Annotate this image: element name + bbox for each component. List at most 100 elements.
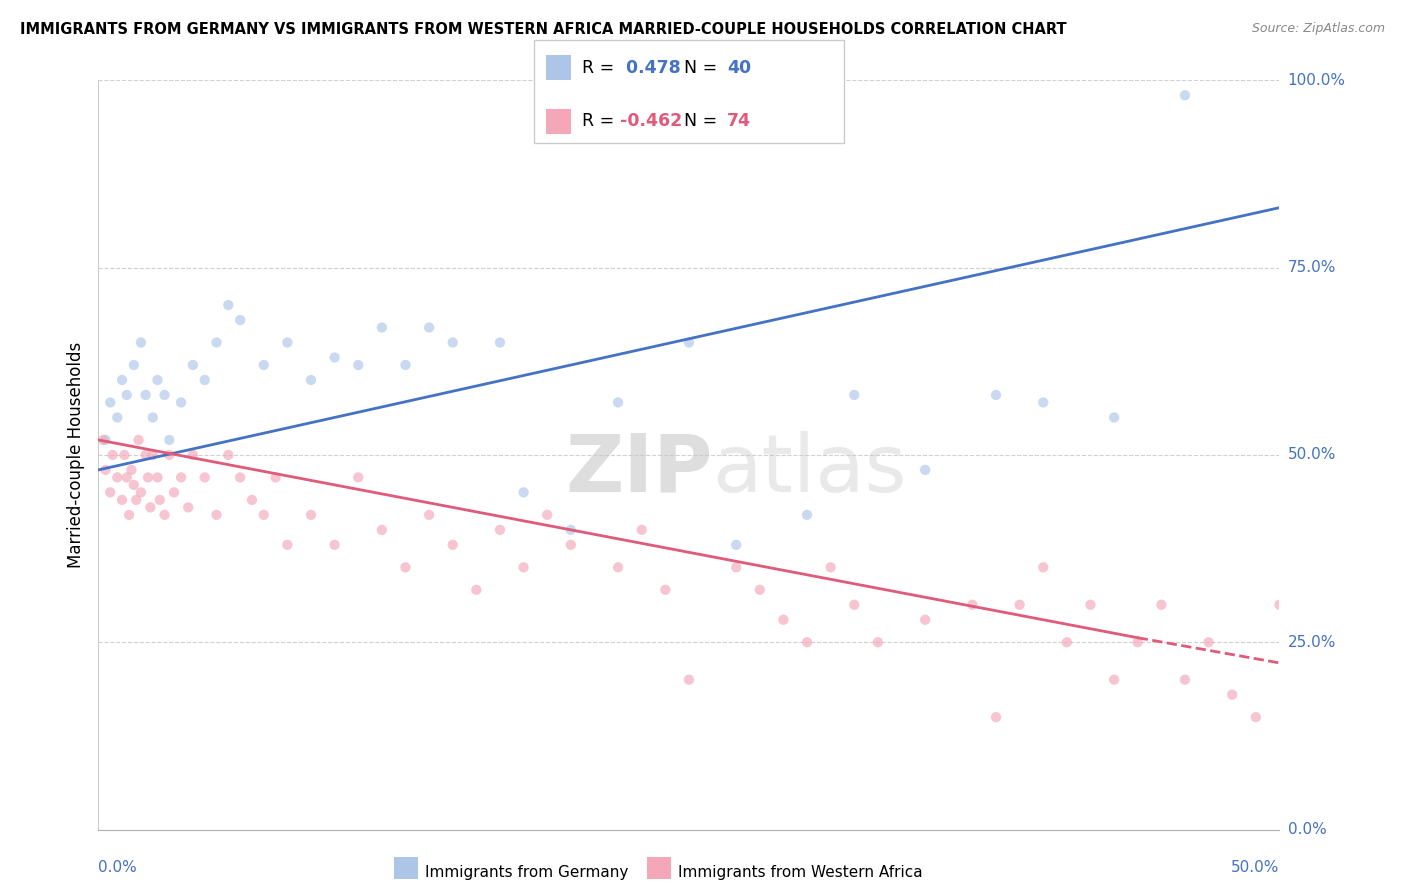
Point bbox=[560, 538, 582, 552]
Point bbox=[205, 508, 228, 522]
Text: ZIP: ZIP bbox=[565, 431, 713, 509]
Point bbox=[115, 470, 138, 484]
Point bbox=[1279, 732, 1302, 747]
Point bbox=[465, 582, 488, 597]
Point bbox=[866, 635, 889, 649]
Text: 50.0%: 50.0% bbox=[1288, 448, 1336, 462]
Point bbox=[536, 508, 558, 522]
Text: R =: R = bbox=[582, 112, 620, 130]
Text: 0.478: 0.478 bbox=[620, 59, 681, 77]
Point bbox=[163, 485, 186, 500]
Text: atlas: atlas bbox=[713, 431, 907, 509]
Point bbox=[170, 470, 193, 484]
Point bbox=[347, 358, 370, 372]
Point bbox=[820, 560, 842, 574]
Point bbox=[229, 313, 252, 327]
Point bbox=[111, 373, 134, 387]
Point bbox=[772, 613, 794, 627]
Text: 74: 74 bbox=[727, 112, 751, 130]
Point bbox=[323, 351, 346, 365]
Point bbox=[105, 470, 128, 484]
Point bbox=[98, 395, 121, 409]
Point bbox=[276, 335, 298, 350]
Point bbox=[217, 448, 239, 462]
Point bbox=[157, 448, 180, 462]
Point bbox=[240, 492, 263, 507]
Y-axis label: Married-couple Households: Married-couple Households bbox=[66, 342, 84, 568]
Point bbox=[1150, 598, 1173, 612]
Point bbox=[135, 388, 157, 402]
Point bbox=[194, 470, 217, 484]
Point bbox=[512, 485, 534, 500]
Text: Immigrants from Germany: Immigrants from Germany bbox=[425, 865, 628, 880]
Point bbox=[276, 538, 298, 552]
Point bbox=[146, 470, 169, 484]
Point bbox=[984, 710, 1007, 724]
Point bbox=[678, 335, 700, 350]
Point bbox=[111, 492, 134, 507]
Point bbox=[394, 358, 416, 372]
Text: 75.0%: 75.0% bbox=[1288, 260, 1336, 275]
Point bbox=[1244, 710, 1267, 724]
Point bbox=[170, 395, 193, 409]
Point bbox=[489, 523, 512, 537]
Point bbox=[1102, 673, 1125, 687]
Point bbox=[725, 560, 748, 574]
Point bbox=[607, 395, 630, 409]
Point bbox=[1032, 560, 1054, 574]
Point bbox=[253, 358, 276, 372]
Text: 0.0%: 0.0% bbox=[1288, 822, 1326, 837]
Point bbox=[962, 598, 984, 612]
Point bbox=[129, 485, 152, 500]
Text: Source: ZipAtlas.com: Source: ZipAtlas.com bbox=[1251, 22, 1385, 36]
Point bbox=[1102, 410, 1125, 425]
Point bbox=[371, 523, 394, 537]
Point bbox=[105, 410, 128, 425]
Point bbox=[1008, 598, 1031, 612]
Point bbox=[748, 582, 770, 597]
Text: Immigrants from Western Africa: Immigrants from Western Africa bbox=[678, 865, 922, 880]
Point bbox=[418, 508, 440, 522]
Text: 40: 40 bbox=[727, 59, 751, 77]
Point bbox=[181, 448, 204, 462]
Point bbox=[139, 500, 162, 515]
Point bbox=[607, 560, 630, 574]
Point bbox=[844, 598, 866, 612]
Text: -0.462: -0.462 bbox=[620, 112, 682, 130]
Point bbox=[121, 463, 143, 477]
Point bbox=[725, 538, 748, 552]
Point bbox=[489, 335, 512, 350]
Point bbox=[844, 388, 866, 402]
Point bbox=[205, 335, 228, 350]
Point bbox=[1032, 395, 1054, 409]
Point bbox=[94, 433, 117, 447]
Point bbox=[118, 508, 141, 522]
Point bbox=[153, 508, 176, 522]
Point bbox=[217, 298, 239, 312]
Point bbox=[1056, 635, 1078, 649]
Point bbox=[142, 410, 165, 425]
Text: 50.0%: 50.0% bbox=[1232, 860, 1279, 875]
Text: 100.0%: 100.0% bbox=[1288, 73, 1346, 87]
Point bbox=[146, 373, 169, 387]
Point bbox=[153, 388, 176, 402]
Point bbox=[630, 523, 652, 537]
Text: N =: N = bbox=[673, 59, 723, 77]
Point bbox=[129, 335, 152, 350]
Point bbox=[1292, 763, 1315, 777]
Point bbox=[347, 470, 370, 484]
Point bbox=[94, 463, 117, 477]
Point bbox=[177, 500, 200, 515]
Point bbox=[1174, 673, 1197, 687]
Point bbox=[136, 470, 159, 484]
Point bbox=[194, 373, 217, 387]
Point bbox=[115, 388, 138, 402]
Point bbox=[135, 448, 157, 462]
Point bbox=[323, 538, 346, 552]
Point bbox=[122, 478, 145, 492]
Point bbox=[1220, 688, 1243, 702]
Point bbox=[122, 358, 145, 372]
Point bbox=[91, 433, 114, 447]
Text: 0.0%: 0.0% bbox=[98, 860, 138, 875]
Point bbox=[98, 485, 121, 500]
